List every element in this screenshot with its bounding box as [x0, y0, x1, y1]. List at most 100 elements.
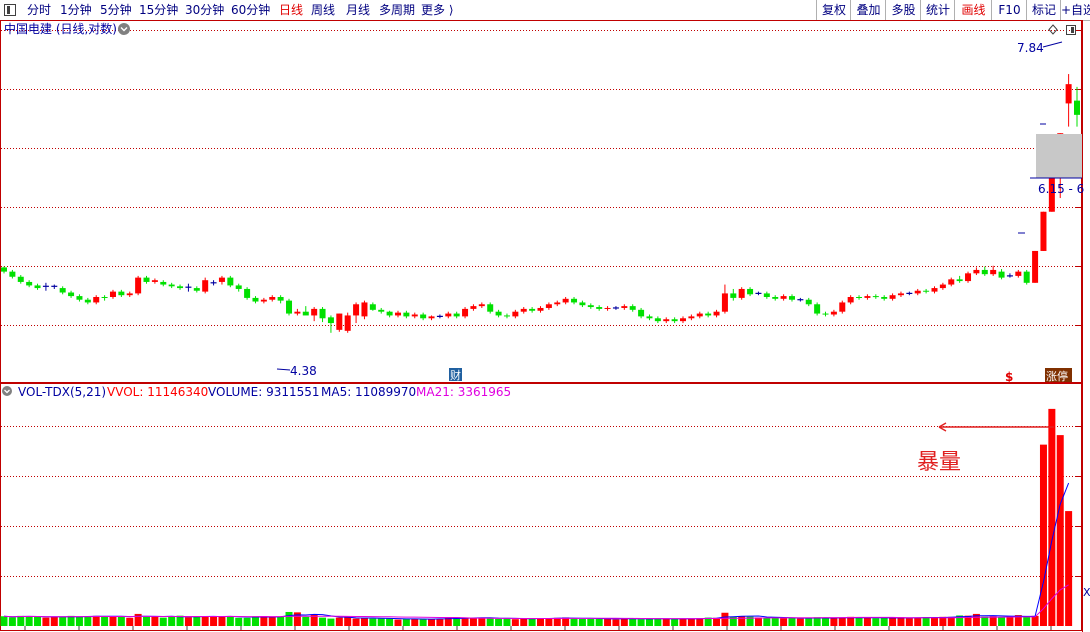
tool-tab-0[interactable]: 复权 — [816, 0, 851, 20]
candle — [202, 277, 209, 294]
volume-bar — [847, 616, 855, 626]
tool-tab-6[interactable]: 标记 — [1026, 0, 1061, 20]
volume-bar — [947, 616, 955, 626]
candle — [68, 290, 75, 298]
candle — [101, 295, 108, 301]
candle — [1015, 269, 1022, 278]
volume-bar — [537, 618, 544, 626]
limit-up-marker[interactable]: 涨停 — [1045, 368, 1072, 383]
finance-marker[interactable]: 财 — [449, 368, 462, 382]
tool-tab-7[interactable]: +自选 — [1060, 0, 1090, 20]
tool-tab-1[interactable]: 叠加 — [850, 0, 886, 20]
s-marker[interactable]: $ — [1005, 370, 1013, 384]
toolbar-menu-icon[interactable] — [4, 4, 16, 16]
period-tab-4[interactable]: 30分钟 — [185, 3, 225, 17]
period-tab-7[interactable]: 周线 — [311, 3, 336, 17]
volume-bar — [92, 615, 100, 626]
tool-tab-2[interactable]: 多股 — [885, 0, 921, 20]
candle — [780, 294, 787, 301]
volume-bar — [302, 616, 310, 626]
candle — [721, 284, 728, 314]
candle — [872, 294, 879, 299]
volume-bar — [0, 616, 8, 626]
candle — [319, 307, 326, 323]
volume-bar — [394, 619, 402, 626]
volume-bar — [59, 616, 67, 626]
candle — [788, 294, 795, 302]
candle — [42, 282, 49, 291]
volume-bar — [964, 615, 972, 626]
candle — [336, 313, 343, 332]
axis-x-marker: X — [1083, 586, 1090, 599]
volume-bar — [989, 616, 997, 626]
volume-bar — [243, 617, 251, 626]
volume-bar — [17, 615, 25, 626]
volume-bar — [143, 616, 151, 626]
candle — [621, 304, 628, 310]
candle — [344, 312, 351, 333]
period-tab-3[interactable]: 15分钟 — [139, 3, 179, 17]
volume-bar — [746, 616, 754, 626]
period-tab-8[interactable]: 月线 — [346, 3, 371, 17]
volume-bar — [905, 618, 913, 626]
volume-bar — [578, 618, 586, 626]
chevron-down-icon[interactable] — [118, 23, 130, 35]
period-tab-1[interactable]: 1分钟 — [60, 3, 92, 17]
candle — [805, 297, 812, 307]
period-tab-6[interactable]: 日线 — [279, 3, 304, 17]
volume-bar — [754, 617, 762, 626]
candle — [436, 314, 443, 319]
candle — [260, 297, 267, 304]
tool-tab-4[interactable]: 画线 — [954, 0, 992, 20]
gap-price-label: 6.15 - 6 — [1038, 182, 1084, 196]
candle — [705, 311, 712, 318]
volume-bar — [84, 616, 92, 626]
candle — [252, 296, 259, 304]
candle — [663, 317, 670, 324]
candle — [59, 286, 66, 295]
chevron-down-icon[interactable] — [2, 386, 12, 396]
panel-toggle-icon[interactable] — [1066, 25, 1076, 35]
volume-bar — [310, 614, 318, 626]
volume-bar — [134, 613, 142, 626]
moving-average-lines — [3, 482, 1070, 620]
volume-bar — [671, 618, 679, 626]
volume-bar — [922, 617, 930, 626]
volume-bar — [771, 617, 779, 626]
candle — [554, 300, 561, 307]
candle — [394, 310, 401, 318]
candle — [1065, 74, 1072, 127]
volume-bar — [117, 616, 125, 626]
candle — [244, 287, 251, 300]
candle — [562, 296, 569, 305]
volume-bar — [687, 618, 695, 626]
volume-bar — [511, 619, 519, 626]
candle — [495, 309, 502, 318]
candle — [411, 312, 418, 319]
candle — [76, 294, 83, 302]
volume-bar — [369, 618, 377, 626]
candle — [520, 307, 527, 314]
tool-tab-5[interactable]: F10 — [991, 0, 1027, 20]
period-tab-5[interactable]: 60分钟 — [231, 3, 271, 17]
period-tab-10[interactable]: 更多 ⟩ — [421, 3, 454, 17]
volume-bar — [478, 617, 486, 626]
candle — [680, 316, 687, 324]
volume-bar — [595, 618, 603, 626]
candle — [688, 314, 695, 321]
volume-bar — [176, 615, 184, 626]
period-tab-2[interactable]: 5分钟 — [100, 3, 132, 17]
volume-bar — [972, 613, 980, 626]
volume-bar — [168, 616, 176, 626]
period-tab-9[interactable]: 多周期 — [379, 3, 416, 17]
volume-bar — [830, 618, 838, 626]
tool-tab-3[interactable]: 统计 — [920, 0, 955, 20]
volume-bar — [620, 618, 628, 626]
period-tab-0[interactable]: 分时 — [27, 3, 52, 17]
volume-bar — [344, 617, 352, 626]
volume-bar — [729, 616, 737, 626]
volume-bar — [679, 618, 687, 626]
volume-bar — [25, 616, 33, 626]
diamond-icon[interactable] — [1048, 24, 1058, 35]
candle — [218, 275, 225, 285]
